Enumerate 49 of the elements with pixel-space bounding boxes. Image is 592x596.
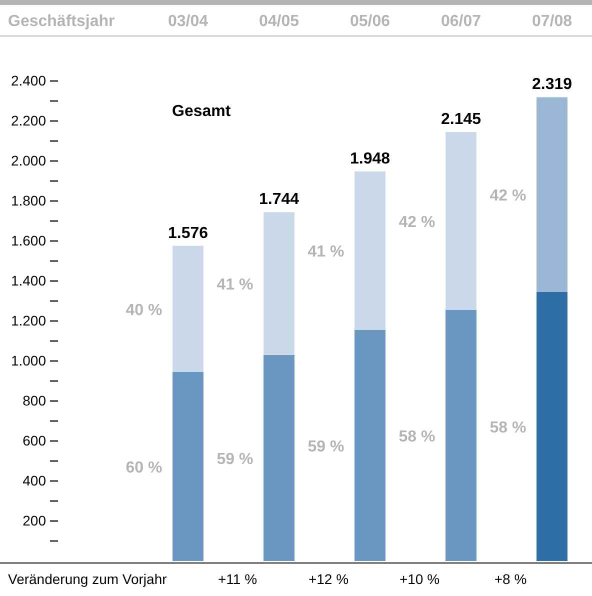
total-label: 1.576 bbox=[168, 224, 208, 242]
x-tick-label: 03/04 bbox=[168, 13, 208, 30]
bar bbox=[354, 171, 386, 330]
text: +8 % bbox=[494, 571, 527, 587]
text: +10 % bbox=[399, 571, 440, 587]
bar bbox=[446, 132, 476, 310]
total-label: 1.744 bbox=[258, 191, 300, 208]
bar bbox=[536, 97, 568, 292]
x-tick-label: 05/06 bbox=[350, 13, 390, 30]
x-tick-label: 04/05 bbox=[258, 13, 300, 30]
annotation: 41 % bbox=[308, 244, 344, 261]
y-tick-label: 2.200 bbox=[10, 112, 46, 128]
y-tick-label: 600 bbox=[22, 432, 46, 448]
annotation: 41 % bbox=[216, 276, 254, 294]
text: +11 % bbox=[218, 571, 258, 587]
y-tick-label: 200 bbox=[22, 512, 46, 528]
y-tick-label: 1.800 bbox=[10, 192, 46, 208]
annotation: 58 % bbox=[398, 428, 436, 446]
y-tick-label: 1.600 bbox=[10, 232, 46, 248]
y-tick-label: 2.400 bbox=[10, 72, 46, 88]
annotation: Gesamt bbox=[172, 103, 232, 120]
bar bbox=[446, 310, 476, 561]
annotation: 59 % bbox=[308, 438, 344, 456]
x-axis-title: Geschäftsjahr bbox=[8, 13, 115, 30]
annotation: 59 % bbox=[216, 451, 254, 468]
y-tick-label: 1.000 bbox=[10, 352, 46, 368]
y-tick-label: 800 bbox=[22, 392, 46, 408]
annotation: 60 % bbox=[126, 460, 162, 476]
bar bbox=[536, 292, 568, 561]
text: +12 % bbox=[308, 571, 349, 587]
y-tick-label: 1.400 bbox=[10, 272, 46, 288]
annotation: 40 % bbox=[126, 302, 162, 319]
text: Veränderung zum Vorjahr bbox=[8, 571, 168, 587]
bar bbox=[264, 212, 294, 355]
x-tick-label: 07/08 bbox=[532, 13, 572, 30]
y-tick-label: 2.000 bbox=[10, 152, 46, 168]
bar bbox=[264, 355, 294, 561]
x-tick-label: 06/07 bbox=[440, 13, 482, 30]
bar bbox=[172, 372, 204, 561]
y-tick-label: 400 bbox=[22, 472, 46, 488]
total-label: 2.145 bbox=[440, 111, 482, 128]
annotation: 42 % bbox=[490, 188, 526, 205]
bar bbox=[172, 246, 204, 372]
total-label: 1.948 bbox=[350, 150, 390, 168]
bar bbox=[354, 330, 386, 561]
total-label: 2.319 bbox=[532, 76, 572, 94]
annotation: 42 % bbox=[398, 214, 436, 231]
y-tick-label: 1.200 bbox=[10, 312, 46, 328]
annotation: 58 % bbox=[490, 420, 526, 436]
